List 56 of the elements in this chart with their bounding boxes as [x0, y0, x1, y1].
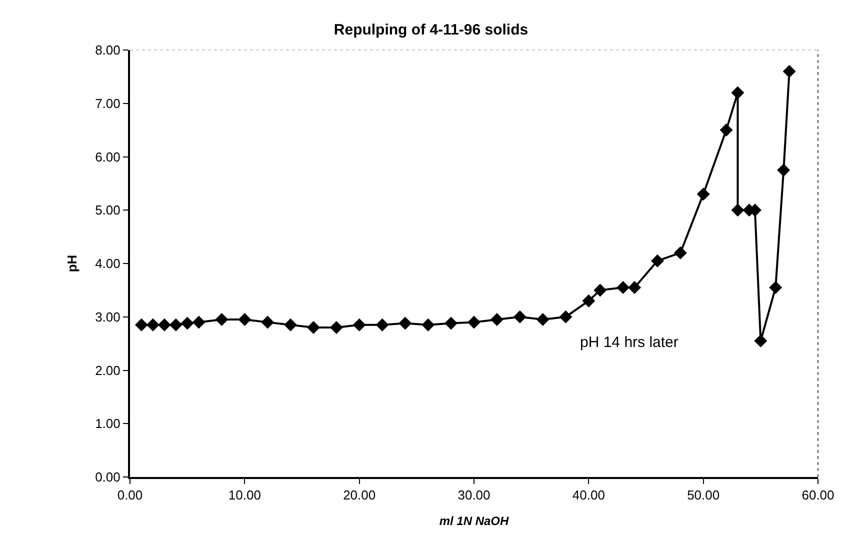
- y-tick-label: 3.00: [95, 309, 120, 324]
- point: [731, 204, 744, 217]
- point: [306, 321, 320, 334]
- y-tick-label: 0.00: [95, 470, 120, 485]
- point: [468, 316, 480, 329]
- x-tick-label: 30.00: [458, 488, 490, 503]
- y-tick-label: 1.00: [95, 416, 120, 432]
- point: [674, 246, 687, 260]
- y-tick-label: 7.00: [95, 96, 120, 111]
- point: [352, 318, 366, 332]
- point: [169, 318, 182, 332]
- point: [536, 313, 550, 326]
- y-tick-label: 2.00: [95, 362, 120, 378]
- x-tick-label: 50.00: [687, 488, 720, 503]
- annotation: pH 14 hrs later: [580, 334, 678, 351]
- point: [134, 318, 148, 332]
- point: [628, 281, 642, 294]
- point: [731, 86, 744, 100]
- point: [376, 318, 389, 332]
- point: [720, 124, 733, 137]
- point: [777, 164, 790, 177]
- y-tick-label: 6.00: [95, 149, 120, 164]
- point: [782, 64, 796, 78]
- chart-title: Repulping of 4-11-96 solids: [334, 22, 528, 39]
- point: [261, 316, 274, 329]
- point: [330, 321, 343, 334]
- x-tick-label: 20.00: [343, 488, 376, 503]
- point: [284, 318, 298, 332]
- point: [444, 316, 458, 330]
- point: [696, 188, 710, 201]
- x-tick-label: 60.00: [802, 488, 834, 503]
- point: [650, 254, 664, 268]
- x-tick-label: 40.00: [572, 488, 605, 503]
- x-tick-label: 10.00: [228, 488, 261, 503]
- point: [158, 318, 171, 332]
- point: [769, 281, 782, 294]
- point: [192, 316, 206, 329]
- y-axis-title: pH: [64, 254, 80, 272]
- point: [559, 310, 572, 324]
- point: [513, 310, 526, 324]
- point: [594, 284, 607, 297]
- point: [490, 313, 504, 326]
- point: [398, 316, 412, 330]
- y-tick-label: 8.00: [95, 42, 120, 58]
- y-tick-label: 4.00: [95, 256, 120, 272]
- point: [180, 316, 194, 330]
- point: [215, 313, 228, 326]
- point: [238, 313, 252, 326]
- point: [616, 281, 630, 294]
- point: [582, 294, 596, 308]
- x-tick-label: 0.00: [117, 488, 143, 503]
- x-axis-title: ml 1N NaOH: [439, 514, 510, 528]
- point: [146, 318, 160, 332]
- point: [422, 318, 435, 332]
- y-tick-label: 5.00: [95, 202, 120, 218]
- point: [754, 334, 768, 348]
